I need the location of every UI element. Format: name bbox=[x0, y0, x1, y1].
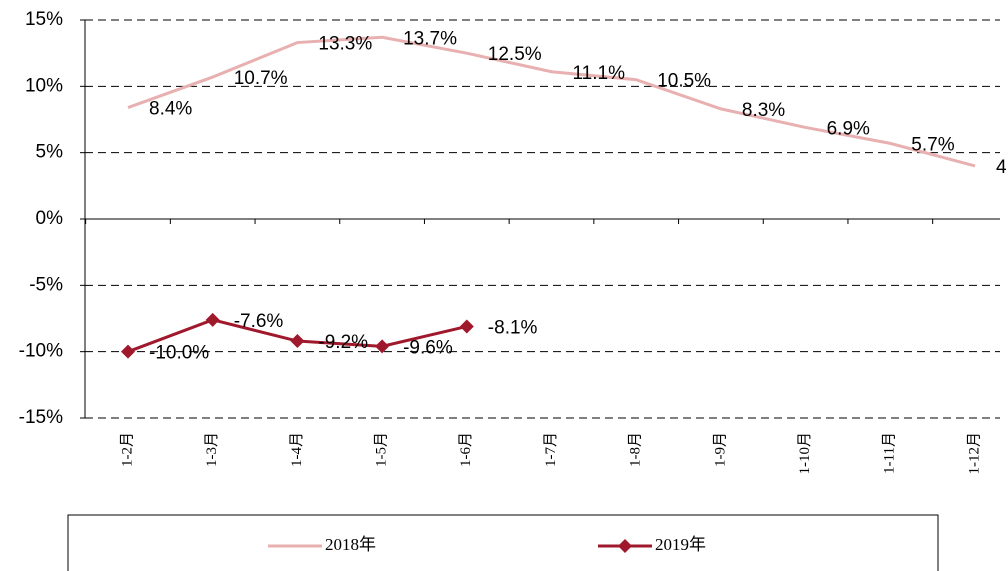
y-tick-label: -15% bbox=[19, 407, 63, 428]
legend-label: 2019年 bbox=[655, 535, 706, 554]
data-label: 10.5% bbox=[657, 71, 711, 92]
marker bbox=[205, 312, 220, 327]
data-label: 10.7% bbox=[234, 68, 288, 89]
x-tick-label: 1-4月 bbox=[289, 432, 305, 467]
x-tick-label: 1-3月 bbox=[204, 432, 220, 467]
y-tick-label: 10% bbox=[25, 75, 63, 96]
marker bbox=[375, 339, 390, 354]
data-label: 8.4% bbox=[149, 99, 192, 120]
x-tick-label: 1-8月 bbox=[628, 432, 644, 467]
x-tick-label: 1-9月 bbox=[712, 432, 728, 467]
legend-label: 2018年 bbox=[325, 535, 376, 554]
data-label: 13.3% bbox=[318, 34, 372, 55]
x-tick-label: 1-2月 bbox=[119, 432, 135, 467]
y-tick-label: 5% bbox=[36, 142, 64, 163]
marker bbox=[121, 344, 135, 359]
data-label: 5.7% bbox=[911, 134, 954, 155]
marker bbox=[459, 319, 474, 334]
data-label: 8.3% bbox=[742, 100, 785, 121]
data-label: 6.9% bbox=[827, 118, 870, 139]
series-line bbox=[127, 35, 976, 168]
x-tick-label: 1-12月 bbox=[966, 432, 982, 475]
data-label: -8.1% bbox=[488, 317, 538, 338]
y-tick-label: -5% bbox=[29, 274, 63, 295]
data-label: -10.0% bbox=[149, 343, 209, 364]
marker bbox=[290, 334, 305, 349]
data-label: 4.0% bbox=[996, 157, 1008, 178]
data-label: -7.6% bbox=[234, 311, 284, 332]
data-label: 13.7% bbox=[403, 28, 457, 49]
y-tick-label: -10% bbox=[19, 341, 63, 362]
x-tick-label: 1-5月 bbox=[374, 432, 390, 467]
legend-marker bbox=[618, 539, 632, 553]
y-tick-label: 15% bbox=[25, 9, 63, 30]
x-tick-label: 1-10月 bbox=[797, 432, 813, 475]
x-tick-label: 1-11月 bbox=[882, 432, 898, 474]
data-label: 11.1% bbox=[573, 63, 626, 84]
data-label: -9.2% bbox=[318, 332, 368, 353]
y-tick-label: 0% bbox=[36, 208, 64, 229]
legend-box bbox=[67, 514, 939, 571]
x-tick-label: 1-7月 bbox=[543, 432, 559, 467]
data-label: -9.6% bbox=[403, 337, 453, 358]
data-label: 12.5% bbox=[488, 44, 542, 65]
x-tick-label: 1-6月 bbox=[458, 432, 474, 467]
